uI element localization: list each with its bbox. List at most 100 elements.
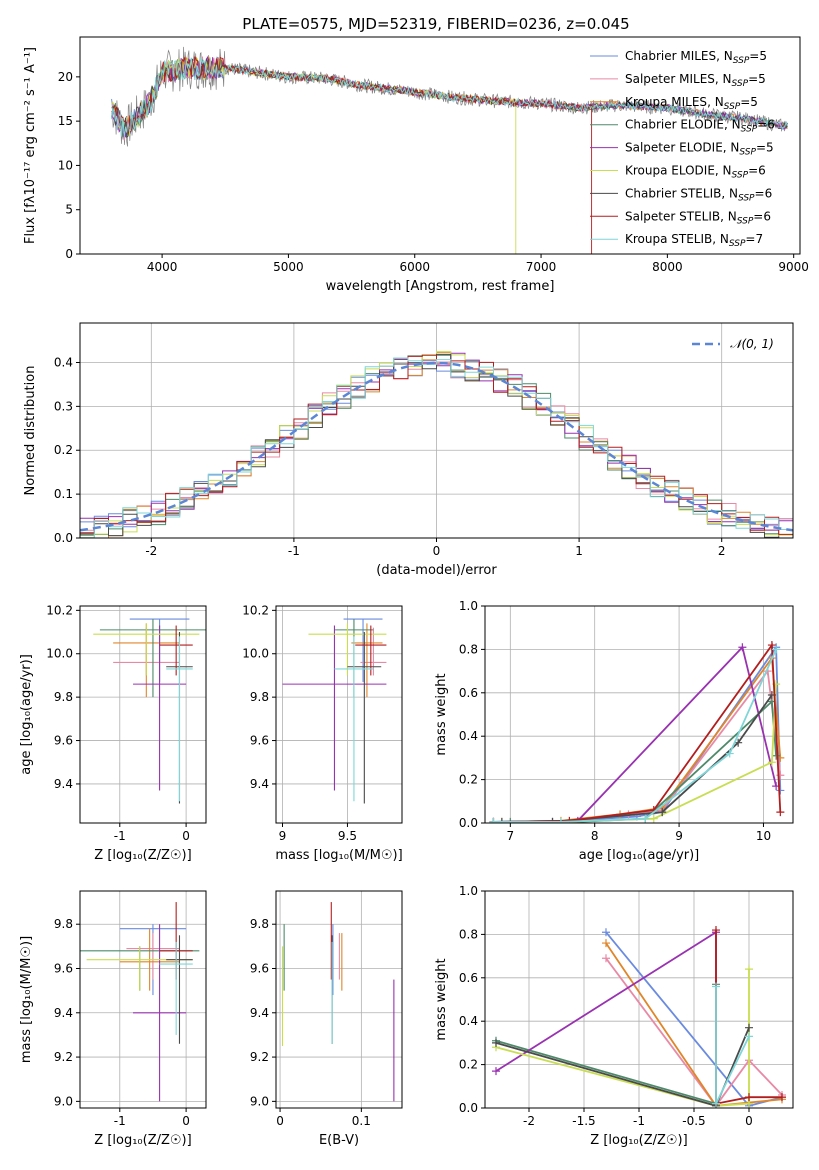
x-tick-label: 0 bbox=[182, 1114, 190, 1128]
y-tick-label: 9.2 bbox=[54, 1050, 73, 1064]
y-tick-label: 9.0 bbox=[250, 1094, 269, 1108]
y-tick-label: 9.6 bbox=[54, 962, 73, 976]
legend-entry: Chabrier STELIB, NSSP=6 bbox=[625, 186, 772, 203]
y-tick-label: 0.8 bbox=[459, 927, 478, 941]
weight-series-6 bbox=[495, 1027, 750, 1107]
y-axis-label: mass weight bbox=[434, 673, 449, 755]
residuals-panel: -2 -1 0 1 2 0.0 0.1 0.2 0.3 0.4 (data-model)/error… bbox=[23, 322, 794, 578]
y-axis-label: age [log₁₀(age/yr)] bbox=[19, 654, 34, 775]
y-axis-label: mass [log₁₀(M/M☉)] bbox=[19, 936, 34, 1063]
weight-point-marker bbox=[778, 1093, 786, 1102]
y-tick-label: 0 bbox=[65, 247, 73, 261]
weight-point-marker bbox=[602, 928, 610, 937]
mass_vs_Z-panel: -1 0 9.0 9.2 9.4 9.6 9.8 Z [log₁₀(Z/Z☉)] mass [l… bbox=[19, 890, 207, 1148]
y-tick-label: 0.2 bbox=[459, 1058, 478, 1072]
weight-point-marker bbox=[658, 808, 667, 817]
x-tick-label: 9 bbox=[279, 829, 287, 843]
errorbar-point bbox=[159, 625, 193, 676]
weight-point-marker bbox=[712, 926, 720, 935]
x-tick-label: -1 bbox=[114, 829, 126, 843]
plot-layer: 4000 5000 6000 7000 8000 900005101520waveleng… bbox=[19, 36, 809, 1148]
x-tick-label: 0 bbox=[276, 1114, 284, 1128]
weight-point-marker bbox=[712, 1099, 720, 1108]
axes-frame bbox=[275, 890, 403, 1109]
y-tick-label: 1.0 bbox=[459, 884, 478, 898]
y-tick-label: 9.6 bbox=[250, 734, 269, 748]
weight-point-marker bbox=[772, 645, 781, 654]
figure-title: PLATE=0575, MJD=52319, FIBERID=0236, z=0… bbox=[242, 15, 629, 33]
legend-entry: Kroupa STELIB, NSSP=7 bbox=[625, 232, 763, 249]
age_vs_mass-marks bbox=[282, 618, 387, 804]
x-tick-label: 7000 bbox=[526, 260, 557, 274]
histogram-5 bbox=[80, 351, 793, 538]
y-tick-label: 0.4 bbox=[459, 729, 478, 743]
x-tick-label: 4000 bbox=[147, 260, 178, 274]
legend-entry: 𝒩(0, 1) bbox=[730, 337, 774, 351]
y-tick-label: 0.1 bbox=[54, 487, 73, 501]
y-axis-label: Flux [fλ10⁻¹⁷ erg cm⁻² s⁻¹ A⁻¹] bbox=[23, 47, 38, 244]
x-tick-label: 10 bbox=[756, 829, 771, 843]
legend-entry: Kroupa ELODIE, NSSP=6 bbox=[625, 164, 766, 181]
y-tick-label: 10.2 bbox=[46, 603, 73, 617]
y-tick-label: 10.0 bbox=[242, 647, 269, 661]
y-tick-label: 20 bbox=[58, 70, 73, 84]
x-tick-label: -2 bbox=[145, 544, 157, 558]
y-tick-label: 9.6 bbox=[250, 962, 269, 976]
errorbar-point bbox=[355, 625, 387, 676]
model-spectrum-5 bbox=[111, 58, 517, 254]
weight-point-marker bbox=[602, 954, 610, 963]
age_vs_mass-panel: 9 9.5 9.4 9.6 9.8 10.0 10.2 mass [log₁₀(M/M☉)] bbox=[242, 603, 402, 863]
weight-point-marker bbox=[489, 817, 498, 823]
y-tick-label: 0.4 bbox=[54, 355, 73, 369]
y-tick-label: 0.6 bbox=[459, 686, 478, 700]
x-axis-label: Z [log₁₀(Z/Z☉)] bbox=[590, 1133, 687, 1148]
y-tick-label: 9.8 bbox=[250, 917, 269, 931]
x-axis-label: E(B-V) bbox=[319, 1133, 359, 1148]
errorbar-point bbox=[343, 618, 383, 682]
x-tick-label: 0.1 bbox=[352, 1114, 371, 1128]
axes-frame bbox=[484, 605, 794, 824]
age_vs_Z-marks bbox=[93, 618, 206, 804]
weight-point-marker bbox=[492, 1038, 500, 1047]
weight-point-marker bbox=[745, 1023, 753, 1032]
errorbar-point bbox=[126, 933, 180, 980]
errorbar-point bbox=[351, 623, 383, 698]
legend-entry: Salpeter MILES, NSSP=5 bbox=[625, 72, 766, 89]
x-tick-label: 8000 bbox=[652, 260, 683, 274]
y-tick-label: 9.0 bbox=[54, 1094, 73, 1108]
legend-entry: Kroupa MILES, NSSP=5 bbox=[625, 95, 758, 112]
x-tick-label: -2 bbox=[523, 1114, 535, 1128]
weight-point-marker bbox=[772, 751, 781, 760]
weight_vs_age-panel: 7 8 9 10 0.0 0.2 0.4 0.6 0.8 1.0 age [log₁₀(age/yr… bbox=[434, 599, 794, 863]
y-tick-label: 10 bbox=[58, 158, 73, 172]
weight-series-5 bbox=[495, 969, 750, 1107]
errorbar-point bbox=[347, 632, 382, 804]
axes-frame bbox=[79, 890, 207, 1109]
errorbar-point bbox=[308, 623, 387, 676]
weight-point-marker bbox=[712, 982, 720, 991]
x-tick-label: 9.5 bbox=[338, 829, 357, 843]
x-tick-label: -1 bbox=[288, 544, 300, 558]
y-tick-label: 10.0 bbox=[46, 647, 73, 661]
residuals-marks bbox=[80, 351, 793, 538]
x-tick-label: -1.5 bbox=[572, 1114, 595, 1128]
x-tick-label: -0.5 bbox=[682, 1114, 705, 1128]
model-spectrum-8 bbox=[111, 57, 788, 138]
weight-point-marker bbox=[602, 939, 610, 948]
weight-point-marker bbox=[725, 749, 734, 758]
legend-entry: Chabrier MILES, NSSP=5 bbox=[625, 49, 767, 66]
errorbar-point bbox=[334, 636, 374, 802]
x-tick-label: -1 bbox=[633, 1114, 645, 1128]
y-tick-label: 9.4 bbox=[250, 1006, 269, 1020]
x-axis-label: wavelength [Angstrom, rest frame] bbox=[326, 279, 555, 294]
mass_vs_ebv-marks bbox=[281, 902, 395, 1102]
weight-point-marker bbox=[556, 817, 565, 823]
x-axis-label: (data-model)/error bbox=[376, 563, 497, 578]
mass_vs_ebv-panel: 0 0.1 9.0 9.2 9.4 9.6 9.8 E(B-V) bbox=[250, 890, 403, 1148]
errorbar-point bbox=[133, 924, 187, 1102]
x-tick-label: 6000 bbox=[399, 260, 430, 274]
errorbar-point bbox=[166, 636, 193, 802]
weight_vs_Z-marks bbox=[492, 926, 786, 1108]
y-tick-label: 0.6 bbox=[459, 971, 478, 985]
